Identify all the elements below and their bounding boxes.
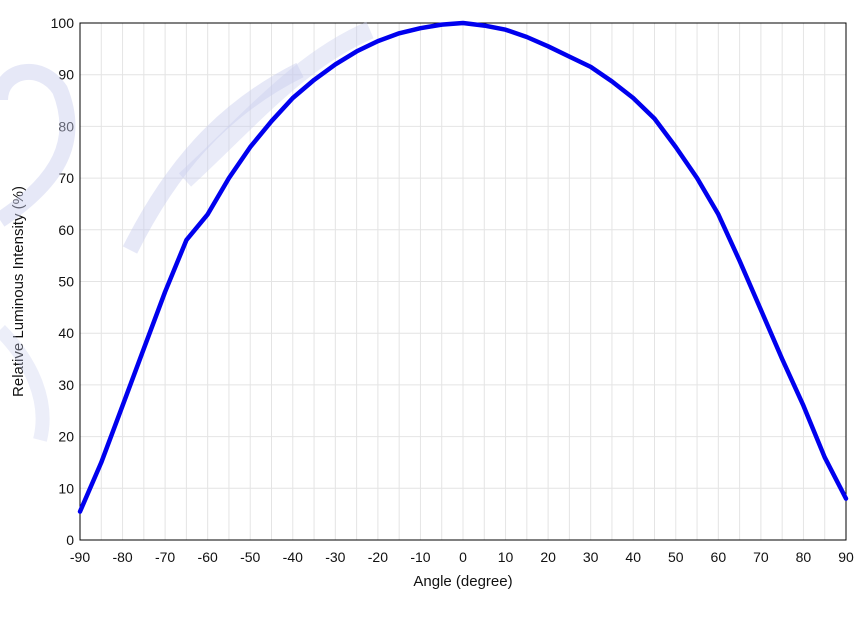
y-axis-label: Relative Luminous Intensity (%) xyxy=(10,186,27,397)
x-tick-label: 90 xyxy=(838,549,854,565)
x-tick-label: -50 xyxy=(240,549,260,565)
y-tick-label: 40 xyxy=(58,325,74,341)
y-tick-label: 10 xyxy=(58,480,74,496)
series-line-0 xyxy=(77,20,849,514)
x-tick-label: -30 xyxy=(325,549,345,565)
x-tick-label: 60 xyxy=(711,549,727,565)
y-tick-label: 90 xyxy=(58,67,74,83)
y-tick-label: 0 xyxy=(66,532,74,548)
x-tick-label: -10 xyxy=(410,549,430,565)
x-tick-label: 50 xyxy=(668,549,684,565)
x-tick-label: -20 xyxy=(368,549,388,565)
x-tick-label: 40 xyxy=(625,549,641,565)
x-tick-label: 0 xyxy=(459,549,467,565)
y-tick-label: 80 xyxy=(58,118,74,134)
y-tick-label: 100 xyxy=(51,15,75,31)
x-tick-label: -80 xyxy=(112,549,132,565)
x-tick-label: 20 xyxy=(540,549,556,565)
x-tick-label: -60 xyxy=(198,549,218,565)
x-tick-label: 30 xyxy=(583,549,599,565)
y-tick-label: 20 xyxy=(58,429,74,445)
x-tick-label: 70 xyxy=(753,549,769,565)
series-group xyxy=(77,20,849,514)
y-tick-label: 60 xyxy=(58,222,74,238)
x-tick-label: -90 xyxy=(70,549,90,565)
x-tick-label: -70 xyxy=(155,549,175,565)
x-tick-label: -40 xyxy=(283,549,303,565)
x-axis-label: Angle (degree) xyxy=(413,573,512,590)
y-tick-label: 30 xyxy=(58,377,74,393)
y-tick-label: 70 xyxy=(58,170,74,186)
tick-labels: -90 -80 -70 -60 -50 -40 -30 -20 -10 0 10 20 30 40 50 60… xyxy=(51,15,854,565)
x-tick-label: 10 xyxy=(498,549,514,565)
y-tick-label: 50 xyxy=(58,274,74,290)
x-tick-label: 80 xyxy=(796,549,812,565)
